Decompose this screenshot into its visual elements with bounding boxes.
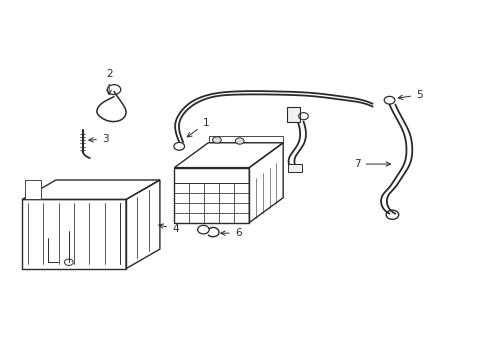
Polygon shape bbox=[286, 107, 300, 122]
Text: 7: 7 bbox=[353, 159, 390, 169]
Text: 5: 5 bbox=[397, 90, 422, 100]
Text: 3: 3 bbox=[89, 134, 108, 144]
Text: 4: 4 bbox=[159, 224, 178, 234]
Circle shape bbox=[235, 138, 244, 144]
Polygon shape bbox=[24, 180, 41, 199]
Text: 1: 1 bbox=[187, 118, 209, 137]
Polygon shape bbox=[287, 164, 302, 172]
Text: 6: 6 bbox=[221, 228, 241, 238]
Text: 2: 2 bbox=[105, 69, 112, 95]
Circle shape bbox=[212, 137, 221, 143]
